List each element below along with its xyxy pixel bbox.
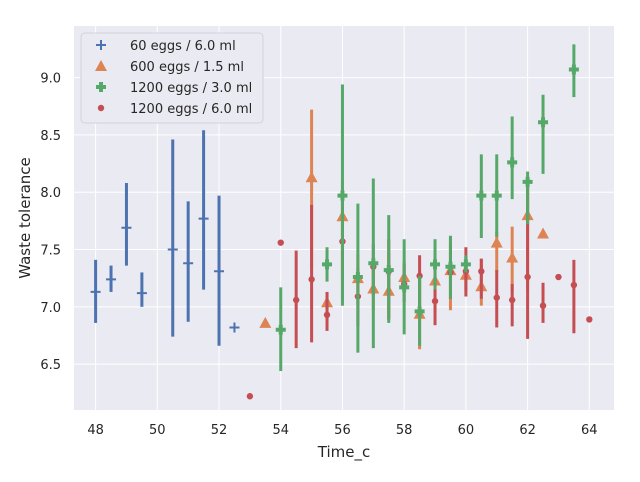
legend-plus-marker (96, 40, 106, 50)
data-point-dot-marker (524, 273, 531, 281)
data-point-triangle-marker (305, 171, 318, 183)
data-point-plus-marker (183, 258, 194, 269)
y-tick-label: 7.5 (40, 244, 61, 259)
data-point-dot-marker (292, 296, 300, 304)
data-point-dot-marker (431, 297, 439, 305)
data-point-thick-plus-marker (538, 117, 549, 128)
x-tick-labels: 48 50 52 54 56 58 60 62 64 (87, 423, 597, 438)
data-point-dot-marker (308, 276, 315, 283)
data-point-plus-marker (121, 222, 132, 233)
legend-dot-marker (97, 104, 105, 112)
y-tick-labels: 6.5 7.0 7.5 8.0 8.5 9.0 (40, 72, 61, 374)
legend-triangle-marker (95, 60, 107, 71)
data-point-dot-marker (478, 268, 485, 275)
y-tick-label: 6.5 (40, 358, 61, 373)
data-point-plus-marker (90, 286, 101, 297)
data-point-thick-plus-marker (399, 282, 410, 293)
data-point-thick-plus-marker (337, 190, 348, 201)
data-point-thick-plus-marker (322, 259, 333, 270)
data-point-dot-marker (323, 311, 331, 319)
data-point-dot-marker (246, 393, 254, 400)
x-tick-label: 48 (87, 423, 104, 438)
data-point-thick-plus-marker (430, 259, 441, 270)
x-tick-label: 64 (581, 423, 598, 438)
y-tick-label: 7.0 (40, 301, 61, 316)
data-point-dot-marker (493, 294, 500, 301)
data-point-dot-marker (416, 272, 423, 280)
data-point-triangle-marker (537, 227, 550, 239)
x-tick-label: 56 (334, 423, 351, 438)
x-tick-label: 54 (272, 423, 289, 438)
data-point-dot-marker (555, 273, 562, 281)
data-point-dot-marker (277, 239, 284, 246)
data-point-dot-marker (586, 316, 593, 323)
legend-label: 1200 eggs / 6.0 ml (130, 102, 252, 117)
data-point-plus-marker (167, 244, 178, 255)
data-point-dot-marker (539, 302, 547, 309)
data-point-triangle-marker (259, 316, 272, 328)
x-tick-label: 52 (211, 423, 228, 438)
x-tick-label: 50 (149, 423, 166, 438)
legend-label: 1200 eggs / 3.0 ml (130, 81, 252, 96)
x-axis-label: Time_c (317, 443, 370, 462)
y-tick-label: 8.5 (40, 129, 61, 144)
data-marks (90, 44, 593, 400)
data-point-thick-plus-marker (414, 306, 425, 317)
data-point-thick-plus-marker (476, 190, 487, 201)
data-point-thick-plus-marker (491, 190, 502, 201)
data-point-thick-plus-marker (568, 64, 579, 75)
data-point-dot-marker (570, 281, 578, 289)
legend-label: 600 eggs / 1.5 ml (130, 60, 244, 75)
series-group (90, 130, 240, 346)
x-tick-label: 58 (396, 423, 413, 438)
legend-label: 60 eggs / 6.0 ml (130, 39, 236, 54)
data-point-plus-marker (229, 322, 240, 333)
y-tick-label: 8.0 (40, 186, 61, 201)
data-point-plus-marker (214, 266, 225, 277)
x-tick-label: 60 (458, 423, 475, 438)
data-point-plus-marker (106, 274, 117, 285)
y-axis-label: Waste tolerance (16, 157, 34, 279)
legend: 60 eggs / 6.0 ml 600 eggs / 1.5 ml 1200 eg… (80, 32, 264, 124)
legend-box (80, 32, 264, 124)
series-group (275, 44, 579, 372)
data-point-dot-marker (508, 296, 516, 304)
data-point-triangle-marker (490, 236, 503, 248)
data-point-thick-plus-marker (445, 261, 456, 272)
data-point-thick-plus-marker (522, 176, 533, 187)
legend-thick-plus-marker (96, 82, 106, 92)
data-point-triangle-marker (506, 251, 519, 263)
x-tick-label: 62 (519, 423, 536, 438)
data-point-thick-plus-marker (352, 272, 363, 283)
data-point-plus-marker (198, 213, 209, 224)
data-point-thick-plus-marker (275, 324, 286, 335)
data-point-plus-marker (136, 288, 147, 299)
y-tick-label: 9.0 (40, 72, 61, 87)
data-point-thick-plus-marker (368, 258, 379, 269)
data-point-thick-plus-marker (383, 265, 394, 276)
data-point-thick-plus-marker (507, 157, 518, 168)
data-point-thick-plus-marker (460, 259, 471, 270)
